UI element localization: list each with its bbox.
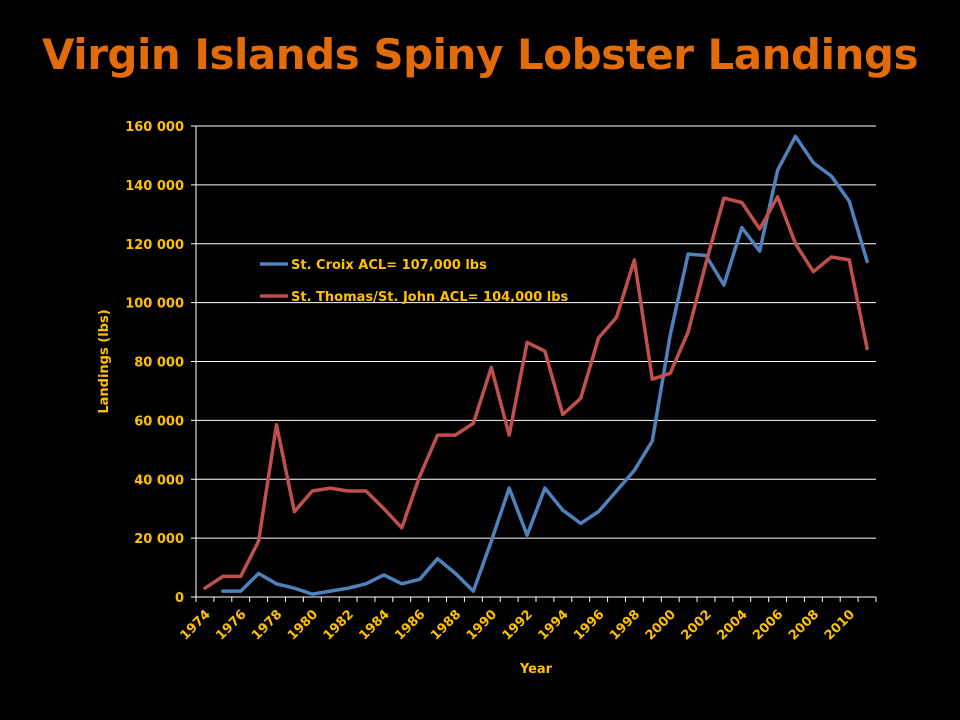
y-tick-label: 40 000: [134, 473, 184, 488]
x-tick-label: 1992: [500, 607, 536, 643]
x-tick-label: 1986: [392, 607, 428, 643]
y-tick-label: 120 000: [125, 238, 184, 253]
x-tick-label: 2004: [714, 607, 750, 643]
x-tick-label: 1988: [428, 607, 464, 643]
x-tick-label: 1982: [321, 607, 357, 643]
x-tick-label: 1978: [249, 607, 285, 643]
x-tick-label: 1976: [213, 607, 249, 643]
x-tick-label: 1996: [571, 607, 607, 643]
x-tick-label: 1980: [285, 607, 321, 643]
y-tick-label: 100 000: [125, 297, 184, 312]
x-axis-label: Year: [519, 662, 553, 677]
y-axis-label: Landings (lbs): [97, 309, 112, 413]
chart-title: Virgin Islands Spiny Lobster Landings: [42, 30, 918, 79]
y-tick-label: 140 000: [125, 179, 184, 194]
y-tick-label: 0: [175, 591, 184, 606]
y-tick-label: 160 000: [125, 120, 184, 135]
y-tick-label: 20 000: [134, 532, 184, 547]
x-tick-label: 2000: [643, 607, 679, 643]
legend-label: St. Thomas/St. John ACL= 104,000 lbs: [291, 290, 569, 305]
y-tick-label: 80 000: [134, 356, 184, 371]
x-tick-label: 2006: [750, 607, 786, 643]
legend-label: St. Croix ACL= 107,000 lbs: [291, 258, 487, 273]
x-tick-label: 1984: [357, 607, 393, 643]
series-line-2: [203, 194, 869, 590]
x-tick-label: 2008: [786, 607, 822, 643]
x-tick-label: 1990: [464, 607, 500, 643]
series-line-1: [221, 134, 869, 596]
y-tick-label: 60 000: [134, 414, 184, 429]
x-tick-label: 1974: [178, 607, 214, 643]
x-tick-label: 2010: [822, 607, 858, 643]
x-tick-label: 1994: [535, 607, 571, 643]
x-tick-label: 2002: [679, 607, 715, 643]
x-tick-label: 1998: [607, 607, 643, 643]
